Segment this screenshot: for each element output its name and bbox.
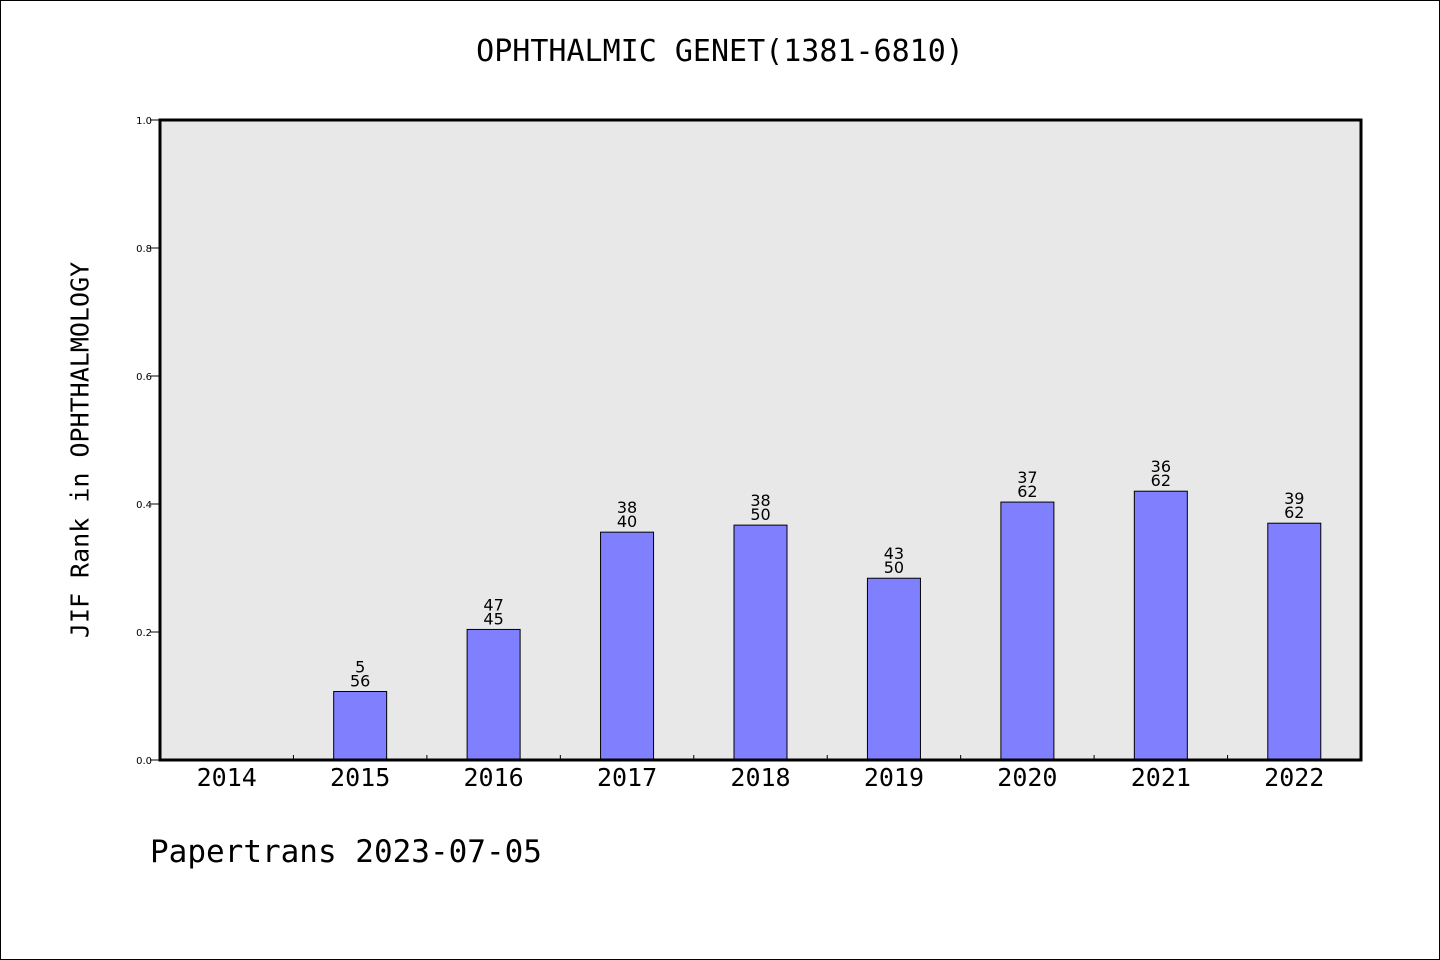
chart-title: OPHTHALMIC GENET(1381-6810)	[476, 34, 964, 69]
bar-label-rank: 5	[355, 658, 365, 677]
y-tick-label: 0.8	[136, 244, 152, 255]
bar-label-rank: 38	[750, 491, 770, 510]
x-tick-label: 2022	[1264, 763, 1324, 792]
bar-label-rank: 47	[483, 595, 503, 614]
plot-border	[158, 118, 1363, 762]
bar-label-rank: 38	[617, 498, 637, 517]
bar-label-rank: 36	[1151, 457, 1171, 476]
x-tick-label: 2020	[997, 763, 1057, 792]
bar-label-total: 40	[617, 512, 637, 531]
bar-label-total: 62	[1017, 482, 1037, 501]
bar-label-rank: 39	[1284, 489, 1304, 508]
bar	[1267, 522, 1322, 761]
bar-label-total: 62	[1151, 471, 1171, 490]
x-tick-label: 2017	[597, 763, 657, 792]
bar	[1133, 490, 1188, 761]
x-tick-label: 2016	[464, 763, 524, 792]
x-tick-label: 2019	[864, 763, 924, 792]
bar-label-total: 45	[483, 609, 503, 628]
x-tick-label: 2015	[330, 763, 390, 792]
x-tick-label: 2014	[197, 763, 257, 792]
x-tick-label: 2018	[730, 763, 790, 792]
x-tick-label: 2021	[1131, 763, 1191, 792]
bar	[733, 524, 788, 761]
bar-label-total: 50	[750, 505, 770, 524]
y-tick-label: 1.0	[136, 116, 152, 127]
y-tick-label: 0.0	[136, 756, 152, 767]
y-tick-label: 0.4	[136, 500, 152, 511]
bar-label-total: 62	[1284, 503, 1304, 522]
bar-label-total: 56	[350, 672, 370, 691]
bar-label-total: 50	[884, 558, 904, 577]
bar	[600, 531, 655, 761]
footer-note: Papertrans 2023-07-05	[150, 834, 542, 870]
bar	[1000, 501, 1055, 761]
bar	[333, 691, 388, 761]
bar	[466, 628, 521, 761]
y-tick-label: 0.2	[136, 628, 152, 639]
bar-label-rank: 43	[884, 544, 904, 563]
bar-label-rank: 37	[1017, 468, 1037, 487]
y-tick-label: 0.6	[136, 372, 152, 383]
ticks-layer: 0.0 0.2 0.4 0.6 0.8 1.0 2014 2015 2016 2017 2018 20…	[136, 116, 1324, 792]
bar	[866, 577, 921, 761]
